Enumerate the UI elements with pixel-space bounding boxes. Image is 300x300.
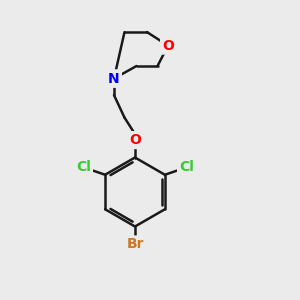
Text: O: O (162, 39, 174, 52)
Text: N: N (108, 72, 120, 86)
Text: Br: Br (126, 238, 144, 251)
Text: Cl: Cl (76, 160, 91, 174)
Text: O: O (129, 133, 141, 147)
Text: N: N (108, 72, 120, 86)
Text: Cl: Cl (179, 160, 194, 174)
